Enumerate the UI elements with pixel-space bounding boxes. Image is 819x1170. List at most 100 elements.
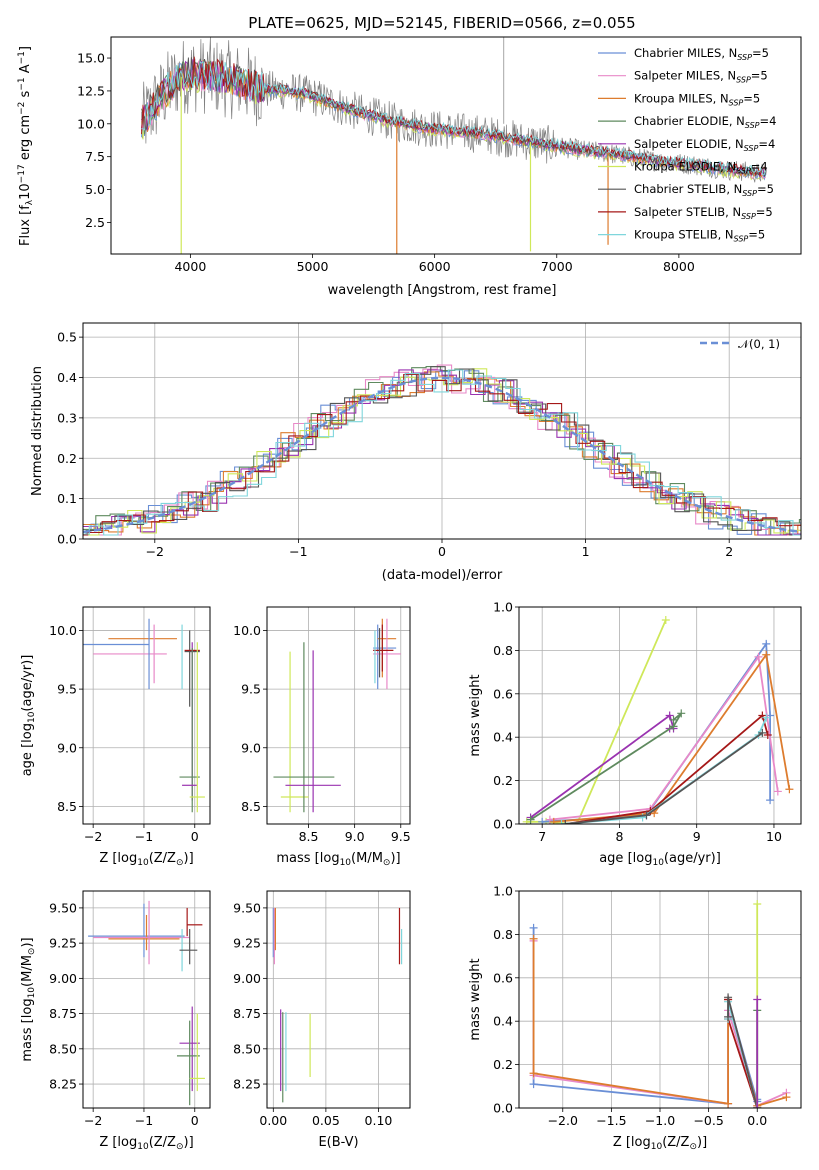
y-tick-label: 9.00: [233, 971, 261, 986]
x-tick-label: −1.0: [645, 1113, 675, 1128]
plot-area: [88, 900, 205, 1106]
y-tick-label: 0.5: [57, 330, 77, 345]
axes-frame: [518, 606, 802, 825]
y-tick-label: 0.4: [493, 1014, 513, 1029]
age-vs-mass-panel: 8.5 9.0 9.5 8.5 9.0 9.5 10.0 mass [log10(M/M⊙)]: [233, 606, 411, 868]
data-point-marker: [762, 713, 771, 722]
y-tick-label: 8.25: [233, 1077, 261, 1092]
y-tick-label: 9.0: [57, 740, 77, 755]
x-tick-label: 0: [191, 1113, 199, 1128]
y-tick-label: 2.5: [85, 215, 105, 230]
y-tick-label: 0.6: [493, 686, 513, 701]
y-tick-label: 12.5: [77, 83, 105, 98]
residual-histogram-panel: −2 −1 0 1 2 0.0 0.1 0.2 0.3 0.4 0.5 (data-model)/er…: [30, 322, 802, 583]
histogram-salpeter-stelib: [83, 373, 801, 536]
y-tick-label: 8.75: [233, 1006, 261, 1021]
x-tick-label: 0.0: [747, 1113, 767, 1128]
chart-title: PLATE=0625, MJD=52145, FIBERID=0566, z=0…: [248, 14, 635, 32]
legend-entry: Chabrier STELIB, NSSP=5: [634, 182, 774, 198]
y-tick-label: 10.0: [233, 623, 261, 638]
x-axis-label: wavelength [Angstrom, rest frame]: [328, 283, 557, 298]
y-tick-label: 8.5: [241, 799, 261, 814]
x-tick-label: 0: [191, 829, 199, 844]
legend-entry: Salpeter MILES, NSSP=5: [634, 69, 768, 85]
x-tick-label: 6000: [419, 259, 451, 274]
axes-frame: [266, 606, 411, 825]
x-tick-label: −1.5: [596, 1113, 626, 1128]
x-tick-label: 7: [538, 829, 546, 844]
y-tick-label: 0.0: [493, 1101, 513, 1116]
axes-frame: [82, 890, 211, 1109]
model-spectrum-salpeter-stelib: [141, 56, 767, 177]
data-point-marker: [766, 796, 775, 805]
y-axis-label: Normed distribution: [30, 366, 45, 496]
mass-weight-vs-age-panel: 7 8 9 10 0.0 0.2 0.4 0.6 0.8 1.0 age [log10(age/yr…: [468, 600, 802, 868]
y-tick-label: 0.6: [493, 970, 513, 985]
model-spectrum-kroupa-stelib: [141, 60, 767, 176]
y-tick-label: 7.5: [85, 149, 105, 164]
data-point-marker: [773, 787, 782, 796]
series-line-kroupa-miles: [532, 938, 787, 1107]
data-point-marker: [661, 616, 670, 625]
x-axis-label: age [log10(age/yr)]: [599, 851, 721, 868]
y-axis-label: mass [log10(M/M⊙)]: [20, 937, 37, 1061]
y-axis-label: mass weight: [468, 958, 483, 1040]
x-tick-label: −2: [84, 829, 102, 844]
axes-frame: [82, 606, 211, 825]
data-point-marker: [669, 715, 678, 724]
data-point-marker: [522, 817, 531, 824]
x-axis-label: mass [log10(M/M⊙)]: [276, 851, 400, 868]
y-tick-label: 0.0: [57, 532, 77, 547]
x-tick-label: 8000: [663, 259, 695, 274]
gridlines: [83, 891, 210, 1108]
y-tick-label: 8.50: [233, 1041, 261, 1056]
x-tick-label: 0.05: [312, 1113, 340, 1128]
y-tick-label: 10.0: [49, 623, 77, 638]
x-tick-label: 2: [725, 544, 733, 559]
x-axis-label: E(B-V): [318, 1135, 358, 1150]
mass-vs-ebv-panel: 0.00 0.05 0.10 8.25 8.50 8.75 9.00 9.25 9.50 E(B-…: [233, 890, 411, 1150]
legend-entry: Chabrier MILES, NSSP=5: [634, 46, 769, 62]
x-tick-label: 8: [615, 829, 623, 844]
mass-vs-metallicity-panel: −2 −1 0 8.25 8.50 8.75 9.00 9.25 9.50 Z [log10(Z/…: [20, 890, 211, 1152]
y-tick-label: 0.2: [57, 451, 77, 466]
x-tick-label: −2: [146, 544, 164, 559]
y-tick-label: 0.4: [493, 730, 513, 745]
y-axis-label: age [log10(age/yr)]: [20, 655, 37, 777]
histogram-chabrier-elodie: [83, 366, 801, 536]
y-tick-label: 9.25: [49, 936, 77, 951]
mass-weight-vs-metallicity-panel: −2.0 −1.5 −1.0 −0.5 0.0 0.0 0.2 0.4 0.6 0.8 1.0 Z […: [468, 884, 802, 1152]
data-point-marker: [724, 1099, 733, 1108]
x-tick-label: −2: [84, 1113, 102, 1128]
y-axis-label: mass weight: [468, 674, 483, 756]
y-tick-label: 0.2: [493, 1057, 513, 1072]
legend-entry: Salpeter ELODIE, NSSP=4: [634, 137, 775, 153]
plot-area: [529, 900, 791, 1108]
x-tick-label: 0.00: [259, 1113, 287, 1128]
x-tick-label: 0: [438, 544, 446, 559]
y-tick-label: 0.2: [493, 773, 513, 788]
legend-entry: Kroupa STELIB, NSSP=5: [634, 228, 765, 244]
data-point-marker: [557, 820, 566, 824]
y-tick-label: 0.1: [57, 491, 77, 506]
x-tick-label: 9: [693, 829, 701, 844]
data-point-marker: [529, 934, 538, 943]
model-spectrum-chabrier-stelib: [141, 57, 767, 178]
y-tick-label: 1.0: [493, 884, 513, 899]
y-tick-label: 15.0: [77, 51, 105, 66]
y-tick-label: 9.50: [49, 900, 77, 915]
x-axis-label: Z [log10(Z/Z⊙)]: [99, 1135, 193, 1152]
plot-area: [83, 364, 801, 536]
data-point-marker: [529, 1080, 538, 1089]
y-tick-label: 0.8: [493, 643, 513, 658]
y-tick-label: 8.25: [49, 1077, 77, 1092]
plot-area: [141, 37, 767, 254]
histogram-salpeter-elodie: [83, 369, 801, 536]
spectrum-panel: 4000 5000 6000 7000 8000 2.5 5.0 7.5 10.0 12.5 15.…: [17, 14, 802, 298]
x-axis-label: Z [log10(Z/Z⊙)]: [99, 851, 193, 868]
plot-area: [522, 616, 794, 824]
x-tick-label: 9.0: [345, 829, 365, 844]
series-line-salpeter-stelib: [565, 713, 769, 824]
normal-distribution-curve: [83, 376, 801, 534]
axes-frame: [266, 890, 411, 1109]
